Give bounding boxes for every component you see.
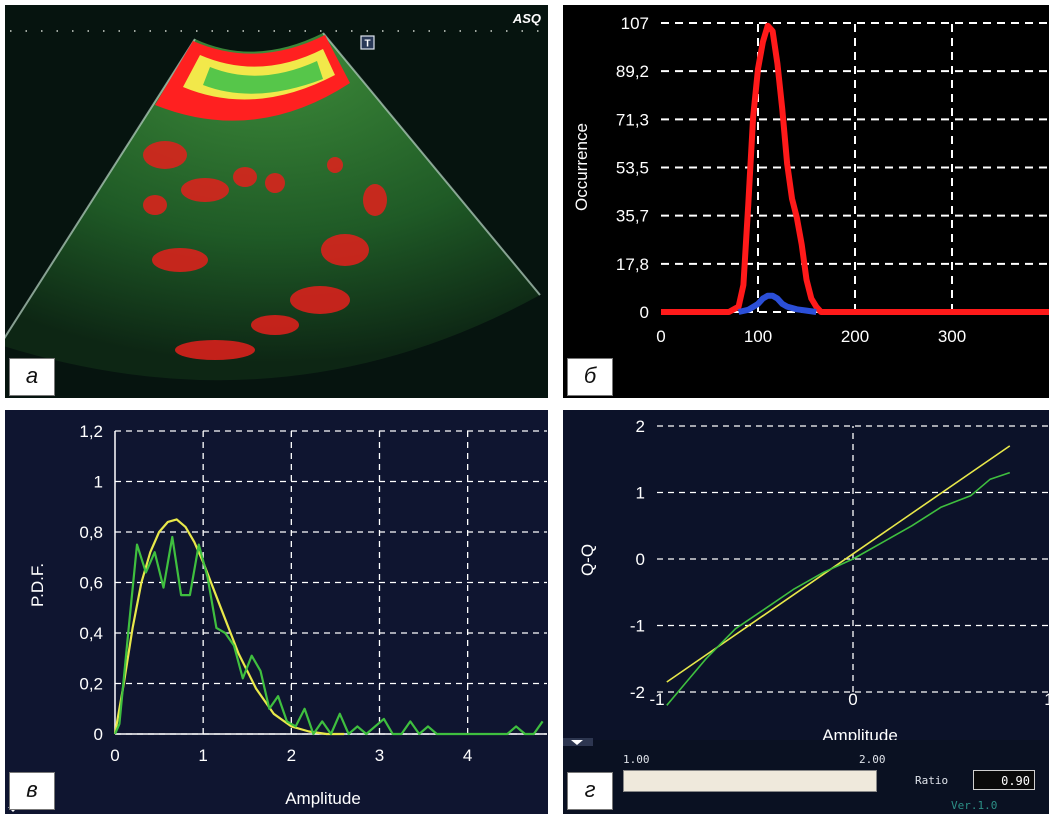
slider-max-label: 2.00 (859, 753, 886, 766)
histogram-panel: 0 17,8 35,7 53,5 71,3 89,2 107 0 100 200 300 Occur… (563, 5, 1049, 398)
y-tick-label: 53,5 (616, 159, 649, 178)
y-tick-label: 0,8 (79, 523, 103, 542)
asq-tag: ASQ (512, 11, 541, 26)
series-line-0 (661, 22, 1049, 315)
ratio-value-field[interactable]: 0.90 (973, 770, 1035, 790)
y-tick-label: 89,2 (616, 62, 649, 81)
ultrasound-image: T ASQ (5, 11, 541, 381)
x-tick-label: 0 (110, 746, 119, 765)
y-tick-label: 1 (636, 484, 645, 503)
x-tick-label: 100 (744, 327, 772, 346)
slider-min-label: 1.00 (623, 753, 650, 766)
x-tick-label: 4 (463, 746, 472, 765)
x-tick-label: 1 (198, 746, 207, 765)
series-line-1 (666, 471, 1011, 706)
x-tick-label: 200 (841, 327, 869, 346)
y-tick-label: 0,2 (79, 675, 103, 694)
series-line-1 (737, 292, 817, 315)
y-tick-label: 17,8 (616, 255, 649, 274)
y-axis-label: Occurrence (572, 123, 591, 211)
y-tick-label: -1 (630, 617, 645, 636)
red-clusters (143, 141, 387, 360)
histogram-chart: 0 17,8 35,7 53,5 71,3 89,2 107 0 100 200 300 Occur… (572, 14, 1049, 346)
y-tick-label: 0 (94, 725, 103, 744)
y-tick-label: 107 (621, 14, 649, 33)
panel-b-label: б (567, 358, 613, 396)
x-tick-label: 1 (1044, 690, 1049, 709)
x-tick-label: 0 (848, 690, 857, 709)
x-tick-label: -1 (649, 690, 664, 709)
scan-sector (5, 33, 540, 381)
collapse-arrow-icon[interactable] (571, 740, 583, 745)
t-marker-text: T (364, 39, 370, 50)
x-tick-label: 3 (375, 746, 384, 765)
series-line-1 (113, 535, 544, 736)
x-tick-label: 2 (287, 746, 296, 765)
y-tick-label: -2 (630, 683, 645, 702)
series-line-0 (113, 518, 345, 736)
ultrasound-panel: T ASQ а (5, 5, 548, 398)
y-axis-label: P.D.F. (28, 563, 47, 607)
y-tick-label: 0,4 (79, 624, 103, 643)
y-tick-label: 1,2 (79, 422, 103, 441)
series-line-0 (666, 445, 1011, 683)
panel-d-label: г (567, 772, 613, 810)
y-tick-label: 1 (94, 473, 103, 492)
t-marker-icon (360, 35, 375, 50)
y-tick-label: 0 (640, 303, 649, 322)
x-tick-label: 0 (656, 327, 665, 346)
y-axis-label: Q-Q (578, 544, 597, 576)
panel-a-label: а (9, 358, 55, 396)
y-tick-label: 0 (636, 550, 645, 569)
pdf-panel: 0 0,2 0,4 0,6 0,8 1 1,2 0 1 2 3 4 P.D.F. Amplitude … (5, 410, 548, 814)
y-tick-label: 71,3 (616, 110, 649, 129)
ratio-label: Ratio (915, 774, 949, 787)
x-tick-label: 300 (938, 327, 966, 346)
panel-c-label: в (9, 772, 55, 810)
version-label: Ver.1.0 (951, 799, 998, 812)
y-tick-label: 0,6 (79, 574, 103, 593)
ratio-slider[interactable] (623, 770, 877, 792)
y-tick-label: 2 (636, 417, 645, 436)
y-tick-label: 35,7 (616, 207, 649, 226)
x-axis-label: Amplitude (285, 789, 361, 808)
pdf-chart: 0 0,2 0,4 0,6 0,8 1 1,2 0 1 2 3 4 P.D.F. Amplitude (8, 422, 547, 812)
